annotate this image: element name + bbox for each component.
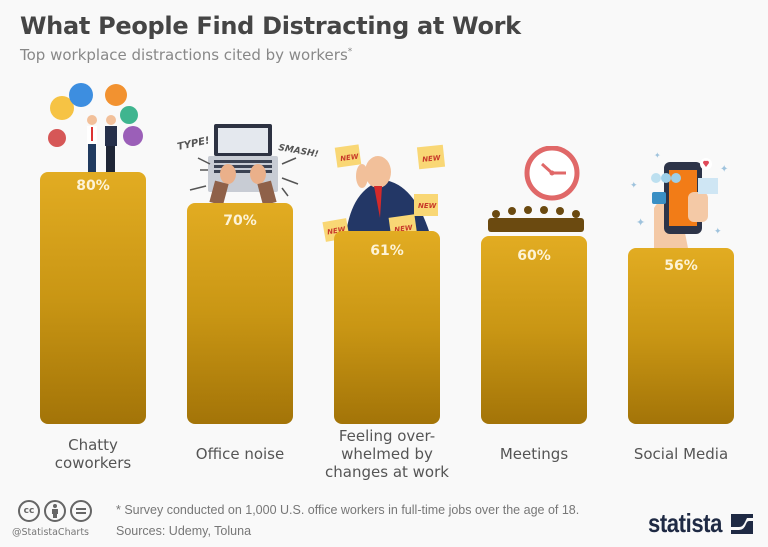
bar-value-label: 60% (517, 248, 551, 264)
bar-value-label: 70% (223, 213, 257, 229)
smartphone-social-illustration: ✦ ✦ ✦ ✦ ✦ (630, 151, 728, 250)
overwhelmed-worker-illustration: NEW NEW NEW NEW NEW (322, 144, 446, 242)
bar-office-noise: 70% (187, 203, 293, 424)
chatting-coworkers-illustration (48, 83, 143, 172)
label-line: Social Media (633, 445, 729, 463)
new-note-text: NEW (394, 224, 414, 235)
svg-text:✦: ✦ (720, 164, 728, 175)
bar-meetings: 60% (481, 236, 587, 424)
laptop-typing-illustration: TYPE! SMASH! (176, 124, 319, 206)
statista-logo[interactable]: statista (648, 508, 754, 539)
category-label-social-media: Social Media (606, 445, 756, 463)
statista-logo-icon (731, 513, 754, 534)
cc-icon: cc (18, 500, 40, 522)
bar-feeling-overwhelmed: 61% (334, 231, 440, 424)
label-line: Office noise (195, 445, 285, 463)
attribution-person-icon (44, 500, 66, 522)
svg-text:✦: ✦ (630, 181, 638, 191)
label-line: changes at work (325, 463, 449, 481)
chart-title: What People Find Distracting at Work (20, 12, 521, 40)
new-note-text: NEW (340, 153, 360, 164)
svg-text:✦: ✦ (636, 216, 645, 229)
category-label-meetings: Meetings (459, 445, 609, 463)
label-line: whelmed by (341, 445, 433, 463)
svg-text:✦: ✦ (714, 227, 722, 237)
label-line: Feeling over- (338, 427, 436, 445)
bar-value-label: 56% (664, 258, 698, 274)
statista-handle[interactable]: @StatistaCharts (12, 527, 89, 538)
subtitle-text: Top workplace distractions cited by work… (20, 46, 348, 64)
meeting-clock-illustration (488, 146, 584, 232)
new-note-text: NEW (327, 225, 347, 236)
bar-value-label: 61% (370, 243, 404, 259)
sources-text: Sources: Udemy, Toluna (116, 524, 252, 538)
label-line: Chatty (68, 436, 118, 454)
bar-social-media: 56% (628, 248, 734, 424)
chart-subtitle: Top workplace distractions cited by work… (20, 46, 352, 64)
type-text: TYPE! (176, 135, 210, 153)
label-line: coworkers (54, 454, 132, 472)
category-label-feeling-overwhelmed: Feeling over- whelmed by changes at work (312, 427, 462, 481)
no-derivatives-icon (70, 500, 92, 522)
category-label-office-noise: Office noise (165, 445, 315, 463)
statista-logo-text: statista (648, 508, 722, 538)
label-line: Meetings (499, 445, 569, 463)
creative-commons-icons: cc (18, 500, 92, 522)
smash-text: SMASH! (277, 143, 319, 160)
footnote-mark: * (347, 47, 353, 57)
bar-value-label: 80% (76, 178, 110, 194)
bar-chatty-coworkers: 80% (40, 172, 146, 424)
new-note-text: NEW (422, 154, 441, 164)
category-label-chatty-coworkers: Chatty coworkers (18, 436, 168, 472)
new-note-text: NEW (418, 202, 437, 210)
survey-footnote: * Survey conducted on 1,000 U.S. office … (116, 503, 580, 517)
svg-text:✦: ✦ (654, 151, 661, 160)
